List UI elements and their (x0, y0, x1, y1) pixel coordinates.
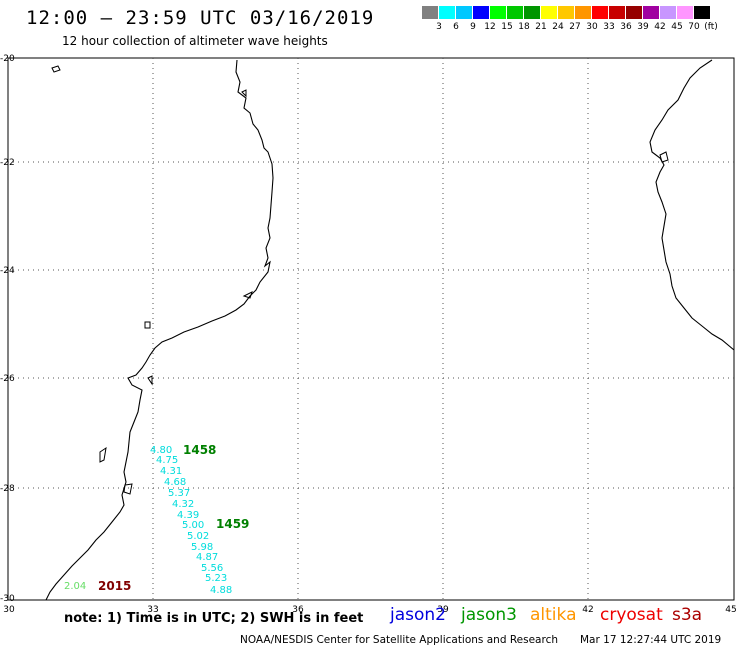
lat-lon-grid (8, 58, 734, 600)
wave-height-colorbar (422, 6, 711, 19)
wave-reading: 4.68 (164, 477, 186, 488)
map-title: 12:00 – 23:59 UTC 03/16/2019 (26, 7, 375, 29)
lon-label: 36 (292, 605, 304, 615)
colorbar-swatch (524, 6, 541, 19)
lat-label: -24 (0, 266, 15, 276)
colorbar-swatch (592, 6, 609, 19)
wave-reading: 5.23 (205, 573, 227, 584)
satellite-cryosat: cryosat (600, 605, 663, 625)
colorbar-label: 33 (603, 22, 615, 32)
wave-reading: 5.00 (182, 520, 204, 531)
latitude-labels: -20 -22 -24 -26 -28 -30 (0, 54, 15, 604)
colorbar-swatch (558, 6, 575, 19)
wave-reading: 5.02 (187, 531, 209, 542)
satellite-jason2: jason2 (390, 605, 446, 625)
lon-label: 30 (3, 605, 15, 615)
satellite-jason3: jason3 (461, 605, 517, 625)
lon-label: 33 (147, 605, 158, 615)
coastal-features (51, 65, 253, 495)
colorbar-swatch (541, 6, 558, 19)
wave-reading: 4.31 (160, 466, 182, 477)
credit-text: NOAA/NESDIS Center for Satellite Applica… (240, 634, 558, 646)
pass-time-label: 1458 (183, 443, 216, 457)
colorbar-label: 70 (688, 22, 700, 32)
lat-label: -28 (0, 484, 15, 494)
map-frame (7, 57, 735, 601)
wave-reading: 4.88 (210, 585, 232, 596)
colorbar-swatch (473, 6, 490, 19)
wave-reading: 2.04 (64, 581, 86, 592)
colorbar-swatch (575, 6, 592, 19)
colorbar-label: 36 (620, 22, 632, 32)
lon-label: 45 (725, 605, 736, 615)
colorbar-label: 18 (518, 22, 530, 32)
colorbar-swatch (660, 6, 677, 19)
generation-timestamp: Mar 17 12:27:44 UTC 2019 (580, 634, 722, 646)
colorbar-swatch (626, 6, 643, 19)
colorbar-swatch (609, 6, 626, 19)
wave-reading: 5.37 (168, 488, 190, 499)
lat-label: -20 (0, 54, 15, 64)
colorbar-label: 42 (654, 22, 666, 32)
wave-reading: 5.56 (201, 563, 223, 574)
island-feature (659, 151, 669, 163)
africa-coastline (45, 59, 274, 601)
colorbar-label: 15 (501, 22, 513, 32)
colorbar-label: 3 (436, 22, 442, 32)
lon-label: 42 (582, 605, 593, 615)
lat-label: -22 (0, 158, 15, 168)
colorbar-swatch (456, 6, 473, 19)
satellite-s3a: s3a (672, 605, 703, 625)
colorbar-swatch (422, 6, 439, 19)
wave-reading: 4.87 (196, 552, 218, 563)
colorbar-label: 21 (535, 22, 547, 32)
colorbar-swatch (643, 6, 660, 19)
colorbar-label: (ft) (704, 22, 718, 32)
longitude-labels: 30 33 36 39 42 45 (3, 605, 736, 615)
lat-label: -26 (0, 374, 15, 384)
wave-reading: 4.75 (156, 455, 178, 466)
madagascar-coastline (649, 59, 735, 351)
pass-time-labels: 1458 1459 2015 (98, 443, 249, 593)
map-subtitle: 12 hour collection of altimeter wave hei… (62, 34, 328, 48)
colorbar-label: 12 (484, 22, 496, 32)
colorbar-swatch (507, 6, 524, 19)
pass-time-label: 1459 (216, 517, 249, 531)
colorbar-label: 45 (671, 22, 683, 32)
wave-reading: 5.98 (191, 542, 213, 553)
colorbar-label: 24 (552, 22, 564, 32)
colorbar-label: 9 (470, 22, 476, 32)
wave-readings: 4.804.754.314.685.374.324.395.005.025.98… (64, 445, 232, 596)
colorbar-label: 30 (586, 22, 598, 32)
lon-label: 39 (437, 605, 449, 615)
wave-reading: 4.39 (177, 510, 199, 521)
pass-time-label: 2015 (98, 579, 131, 593)
footer-note: note: 1) Time is in UTC; 2) SWH is in fe… (64, 611, 364, 626)
wave-reading: 4.80 (150, 445, 172, 456)
colorbar-label: 39 (637, 22, 649, 32)
colorbar-swatch (677, 6, 694, 19)
colorbar-swatch (490, 6, 507, 19)
wave-reading: 4.32 (172, 499, 194, 510)
colorbar-swatch (439, 6, 456, 19)
satellite-altika: altika (530, 605, 577, 625)
lat-label: -30 (0, 594, 15, 604)
colorbar-swatch (694, 6, 711, 19)
colorbar-label: 27 (569, 22, 581, 32)
colorbar-label: 6 (453, 22, 459, 32)
colorbar-labels: 3 6 9 12 15 18 21 24 27 30 33 36 39 42 45 70 (ft) (422, 22, 740, 34)
